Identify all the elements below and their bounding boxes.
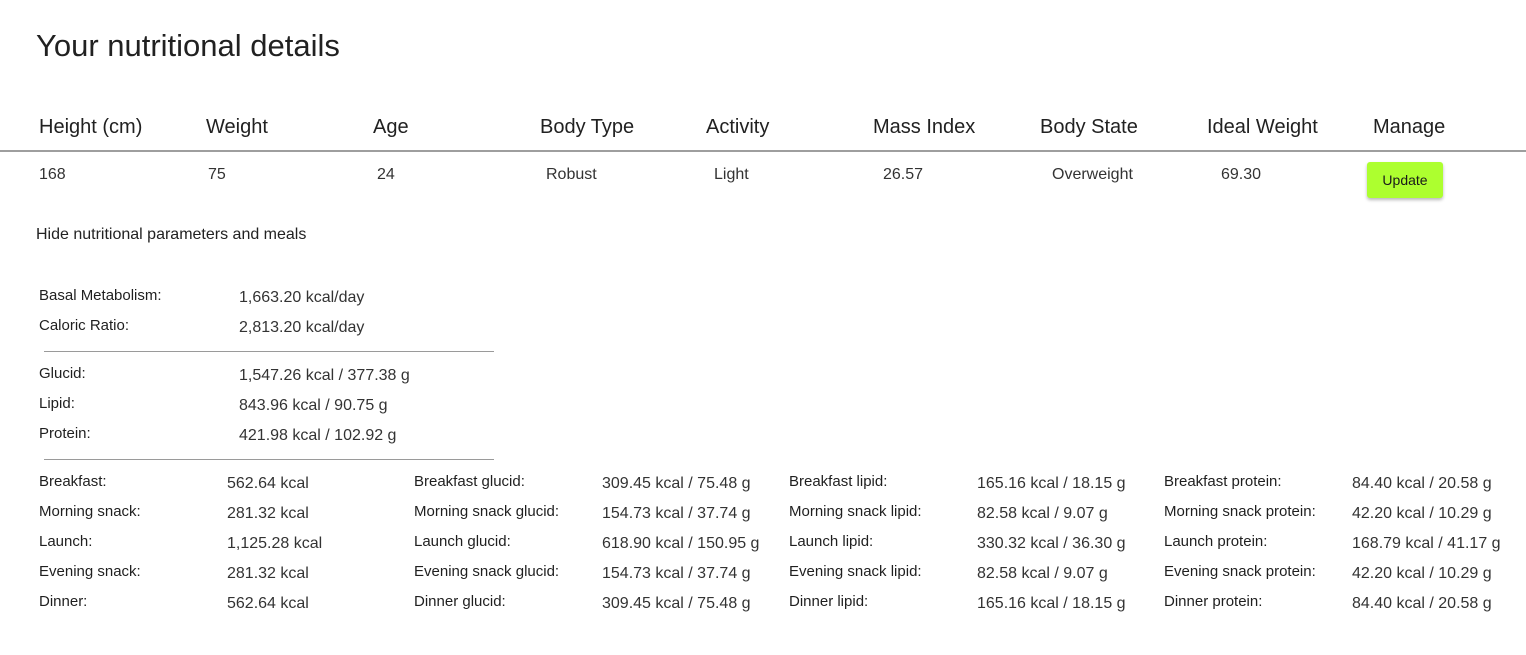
param-value: 421.98 kcal / 102.92 g [239,427,397,444]
meal-value: 1,125.28 kcal [227,535,323,552]
header-manage: Manage [1373,116,1446,138]
meal-value: 154.73 kcal / 37.74 g [602,505,751,522]
meal-value: 82.58 kcal / 9.07 g [977,505,1108,522]
meal-value: 330.32 kcal / 36.30 g [977,535,1126,552]
param-row-caloric-ratio: Caloric Ratio: 2,813.20 kcal/day [0,317,520,341]
update-button[interactable]: Update [1367,162,1443,198]
meal-value: 84.40 kcal / 20.58 g [1352,595,1492,612]
meal-label: Morning snack protein: [1164,503,1316,520]
meal-label: Evening snack: [39,563,141,580]
divider [44,351,494,352]
header-body-state: Body State [1040,116,1138,138]
param-row-lipid: Lipid: 843.96 kcal / 90.75 g [0,395,520,419]
meal-label: Dinner glucid: [414,593,506,610]
param-value: 1,663.20 kcal/day [239,289,365,306]
meal-label: Morning snack: [39,503,141,520]
meal-value: 562.64 kcal [227,595,309,612]
meal-label: Dinner: [39,593,88,610]
param-row-glucid: Glucid: 1,547.26 kcal / 377.38 g [0,365,520,389]
meal-value: 309.45 kcal / 75.48 g [602,595,751,612]
cell-age: 24 [377,166,395,183]
meal-value: 84.40 kcal / 20.58 g [1352,475,1492,492]
hide-parameters-toggle[interactable]: Hide nutritional parameters and meals [36,226,307,243]
meal-label: Evening snack glucid: [414,563,560,580]
meal-label: Evening snack lipid: [789,563,922,580]
meal-label: Breakfast protein: [1164,473,1282,490]
param-label: Basal Metabolism: [39,287,162,304]
param-label: Glucid: [39,365,86,382]
meal-label: Dinner lipid: [789,593,869,610]
meal-value: 309.45 kcal / 75.48 g [602,475,751,492]
param-label: Protein: [39,425,91,442]
param-label: Caloric Ratio: [39,317,130,334]
meal-label: Launch glucid: [414,533,511,550]
page-title: Your nutritional details [36,28,340,63]
param-row-protein: Protein: 421.98 kcal / 102.92 g [0,425,520,449]
meal-label: Launch lipid: [789,533,874,550]
header-height: Height (cm) [39,116,143,138]
param-value: 843.96 kcal / 90.75 g [239,397,388,414]
cell-weight: 75 [208,166,226,183]
meal-value: 618.90 kcal / 150.95 g [602,535,760,552]
meal-value: 281.32 kcal [227,505,309,522]
meal-label: Dinner protein: [1164,593,1263,610]
meal-label: Breakfast glucid: [414,473,525,490]
meal-label: Launch protein: [1164,533,1268,550]
cell-height: 168 [39,166,66,183]
meal-value: 165.16 kcal / 18.15 g [977,595,1126,612]
meal-value: 165.16 kcal / 18.15 g [977,475,1126,492]
header-ideal-weight: Ideal Weight [1207,116,1318,138]
divider [44,459,494,460]
meal-value: 42.20 kcal / 10.29 g [1352,505,1492,522]
meal-value: 168.79 kcal / 41.17 g [1352,535,1501,552]
meal-label: Evening snack protein: [1164,563,1316,580]
cell-body-state: Overweight [1052,166,1133,183]
header-weight: Weight [206,116,268,138]
meal-value: 42.20 kcal / 10.29 g [1352,565,1492,582]
cell-activity: Light [714,166,749,183]
header-body-type: Body Type [540,116,635,138]
table-row: 168 75 24 Robust Light 26.57 Overweight … [0,162,1526,204]
meal-value: 562.64 kcal [227,475,309,492]
meal-label: Morning snack lipid: [789,503,922,520]
param-value: 2,813.20 kcal/day [239,319,365,336]
header-activity: Activity [706,116,770,138]
meal-label: Morning snack glucid: [414,503,560,520]
param-value: 1,547.26 kcal / 377.38 g [239,367,410,384]
cell-mass-index: 26.57 [883,166,924,183]
meal-value: 82.58 kcal / 9.07 g [977,565,1108,582]
cell-body-type: Robust [546,166,597,183]
meal-value: 154.73 kcal / 37.74 g [602,565,751,582]
details-table-header: Height (cm) Weight Age Body Type Activit… [0,112,1526,152]
param-row-basal-metabolism: Basal Metabolism: 1,663.20 kcal/day [0,287,520,311]
meal-label: Breakfast: [39,473,107,490]
param-label: Lipid: [39,395,75,412]
meal-label: Breakfast lipid: [789,473,888,490]
header-age: Age [373,116,409,138]
meal-label: Launch: [39,533,93,550]
header-mass-index: Mass Index [873,116,976,138]
meal-value: 281.32 kcal [227,565,309,582]
cell-ideal-weight: 69.30 [1221,166,1262,183]
